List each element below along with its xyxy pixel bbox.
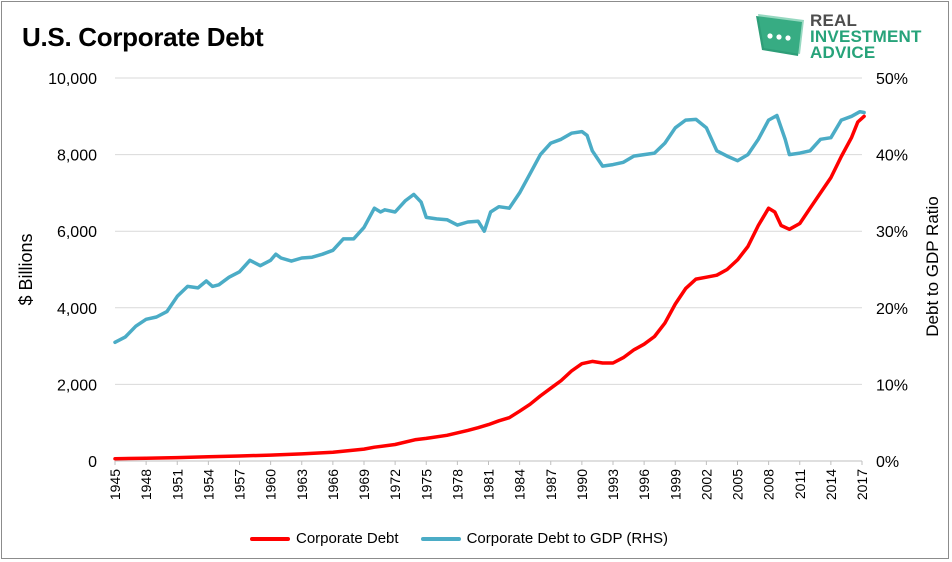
x-tick-label: 1963 bbox=[294, 469, 310, 500]
y2-tick-label: 20% bbox=[876, 301, 908, 318]
x-tick-label: 1987 bbox=[543, 469, 559, 500]
x-tick-label: 1972 bbox=[387, 469, 403, 500]
y2-axis-label: Debt to GDP Ratio bbox=[923, 196, 942, 336]
x-tick-label: 1981 bbox=[481, 469, 497, 500]
x-tick-label: 1951 bbox=[169, 469, 185, 500]
y2-tick-label: 30% bbox=[876, 224, 908, 241]
legend-item-debt-to-gdp: Corporate Debt to GDP (RHS) bbox=[420, 530, 669, 547]
y2-tick-label: 50% bbox=[876, 71, 908, 88]
legend-item-corporate-debt: Corporate Debt bbox=[250, 530, 399, 547]
x-tick-label: 1999 bbox=[667, 469, 683, 500]
x-tick-label: 2008 bbox=[761, 469, 777, 500]
series-line-debt-to-gdp bbox=[113, 109, 866, 345]
x-tick-label: 2011 bbox=[792, 469, 808, 499]
x-tick-label: 1975 bbox=[418, 469, 434, 500]
x-tick-label: 1954 bbox=[200, 469, 216, 500]
logo-line-real: REAL bbox=[810, 11, 858, 30]
x-tick-label: 1993 bbox=[605, 469, 621, 500]
brand-logo: REAL INVESTMENT ADVICE bbox=[752, 12, 942, 62]
x-tick-label: 1948 bbox=[138, 469, 154, 500]
line-chart: 0 0% 2,000 10% 4,000 20% 6,000 30% 8,000 40% 10,00… bbox=[16, 71, 942, 500]
y-tick-label: 6,000 bbox=[57, 224, 97, 241]
x-tick-label: 2017 bbox=[854, 469, 870, 500]
chart-title: U.S. Corporate Debt bbox=[22, 22, 264, 52]
chart-legend: Corporate Debt Corporate Debt to GDP (RH… bbox=[250, 530, 690, 547]
x-tick-label: 1960 bbox=[263, 469, 279, 500]
x-tick-label: 1969 bbox=[356, 469, 372, 500]
x-tick-label: 1996 bbox=[636, 469, 652, 500]
legend-label-corporate-debt: Corporate Debt bbox=[296, 530, 399, 547]
logo-line-investment: INVESTMENT bbox=[810, 27, 922, 46]
y-tick-label: 4,000 bbox=[57, 301, 97, 318]
x-tick-label: 2005 bbox=[730, 469, 746, 500]
y-tick-label: 0 bbox=[88, 454, 97, 471]
legend-swatch-debt-to-gdp bbox=[420, 536, 461, 541]
x-tick-label: 1990 bbox=[574, 469, 590, 500]
series-line-corporate-debt bbox=[113, 114, 866, 461]
y2-tick-label: 40% bbox=[876, 148, 908, 165]
y2-tick-label: 0% bbox=[876, 454, 899, 471]
legend-label-debt-to-gdp: Corporate Debt to GDP (RHS) bbox=[466, 530, 669, 547]
y-tick-label: 10,000 bbox=[48, 71, 97, 88]
y2-tick-label: 10% bbox=[876, 377, 908, 394]
legend-swatch-corporate-debt bbox=[250, 536, 290, 541]
y-axis-label: $ Billions bbox=[16, 233, 36, 305]
x-tick-label: 1966 bbox=[325, 469, 341, 500]
x-tick-label: 1957 bbox=[232, 469, 248, 500]
x-tick-label: 2002 bbox=[698, 469, 714, 500]
y-tick-label: 8,000 bbox=[57, 148, 97, 165]
chat-bubble-dots-icon bbox=[756, 14, 804, 56]
x-tick-label: 1945 bbox=[107, 469, 123, 500]
x-tick-label: 2014 bbox=[823, 469, 839, 500]
y-tick-label: 2,000 bbox=[57, 377, 97, 394]
logo-line-advice: ADVICE bbox=[810, 43, 876, 62]
x-tick-label: 1984 bbox=[512, 469, 528, 500]
x-tick-label: 1978 bbox=[449, 469, 465, 500]
